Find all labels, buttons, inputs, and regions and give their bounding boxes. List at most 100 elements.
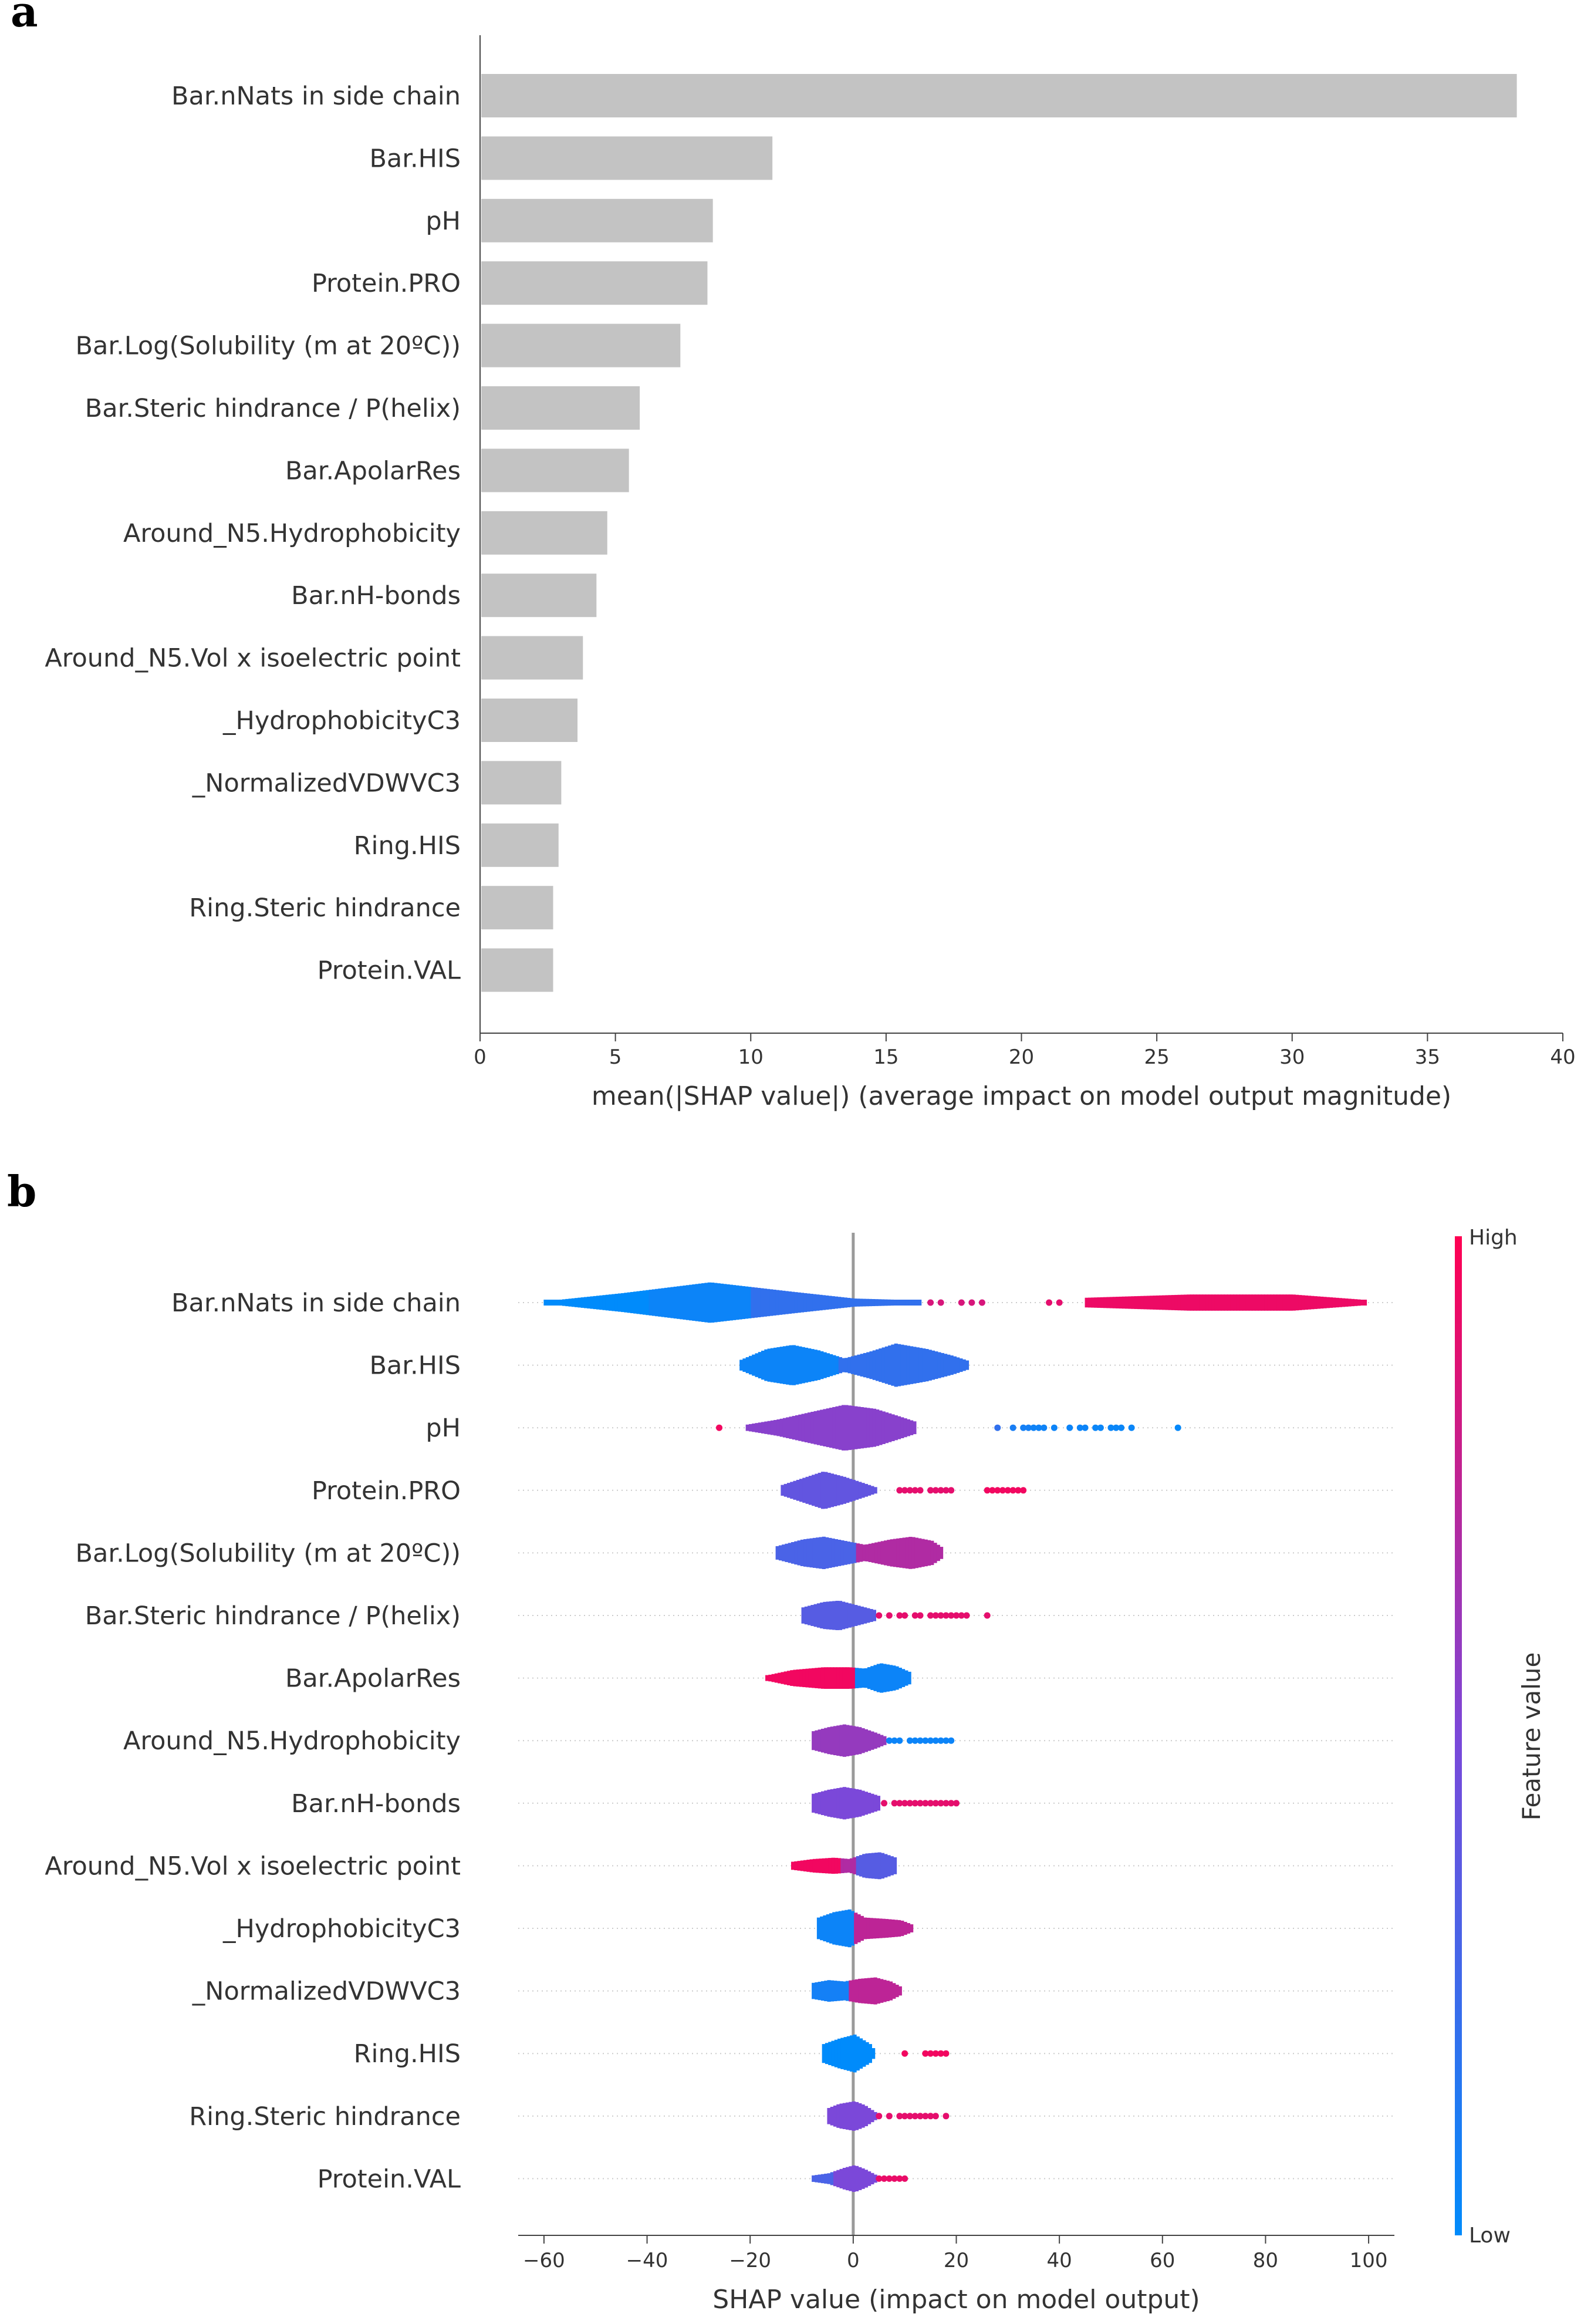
swarm-strip [830, 2106, 834, 2126]
swarm-strip [646, 1290, 650, 1316]
swarm-strip [849, 1667, 853, 1689]
swarm-strip [849, 2166, 853, 2191]
swarm-strip [834, 1296, 839, 1309]
swarm-strip [861, 1790, 865, 1816]
swarm-strip [794, 1861, 798, 1870]
swarm-strip [895, 1666, 899, 1690]
x-tick-label: 20 [1009, 1045, 1034, 1069]
swarm-strip [1168, 1295, 1173, 1310]
swarm-strip [795, 1345, 799, 1385]
swarm-strip [779, 1347, 783, 1384]
swarm-strip [1326, 1297, 1330, 1308]
swarm-strip [745, 1424, 749, 1431]
swarm-strip [861, 1728, 865, 1753]
swarm-strip [752, 1424, 756, 1432]
feature-label: _HydrophobicityC3 [222, 706, 461, 736]
swarm-strip [810, 1411, 815, 1444]
swarm-strip [852, 2101, 856, 2131]
swarm-strip [846, 1725, 850, 1756]
swarm-dot [1092, 1424, 1099, 1431]
swarm-strip [854, 1406, 858, 1449]
swarm-strip [812, 1731, 816, 1750]
swarm-strip [1248, 1294, 1253, 1311]
swarm-strip [772, 1289, 776, 1316]
swarm-strip [624, 1293, 628, 1313]
feature-label: Protein.PRO [312, 1476, 461, 1506]
swarm-strip [1320, 1296, 1324, 1309]
bar [481, 323, 681, 367]
swarm-strip [800, 1293, 805, 1313]
swarm-dot [911, 1737, 918, 1744]
beeswarm-row [765, 1663, 911, 1693]
swarm-strip [782, 1290, 786, 1315]
swarm-strip [908, 1537, 913, 1569]
swarm-strip [904, 1670, 908, 1686]
swarm-strip [773, 1347, 778, 1383]
swarm-strip [1131, 1296, 1135, 1309]
swarm-strip [862, 2040, 866, 2067]
swarm-strip [751, 1287, 755, 1318]
swarm-strip [884, 1540, 888, 1566]
swarm-strip [911, 1300, 916, 1306]
swarm-strip [559, 1299, 563, 1306]
swarm-dot [984, 1612, 991, 1619]
swarm-strip [839, 2103, 843, 2129]
swarm-strip [827, 1980, 831, 2002]
swarm-dot [881, 1800, 888, 1807]
swarm-dot [943, 1612, 950, 1619]
row-guides [518, 1302, 1394, 2180]
swarm-strip [867, 1730, 871, 1751]
swarm-strip [1304, 1295, 1308, 1310]
swarm-strip [858, 1482, 862, 1499]
swarm-strip [846, 2102, 850, 2130]
swarm-strip [868, 1298, 872, 1307]
swarm-strip [820, 1728, 825, 1753]
x-tick-label: 60 [1150, 2249, 1175, 2272]
swarm-dot [943, 1487, 950, 1494]
swarm-strip [888, 1919, 892, 1938]
swarm-dot [906, 1487, 913, 1494]
swarm-strip [857, 1914, 861, 1942]
swarm-strip [888, 1413, 892, 1442]
swarm-strip [852, 1979, 856, 2002]
swarm-strip [894, 1415, 898, 1441]
swarm-strip [865, 1544, 869, 1561]
swarm-strip [1159, 1295, 1163, 1310]
swarm-strip [940, 1352, 944, 1378]
swarm-dot [978, 1299, 985, 1306]
swarm-strip [877, 1542, 881, 1564]
swarm-strip [880, 1299, 885, 1306]
swarm-strip [818, 1667, 822, 1689]
swarm-dot [999, 1487, 1006, 1494]
swarm-strip [922, 1348, 926, 1382]
swarm-strip [858, 1978, 862, 2003]
swarm-strip [825, 1295, 829, 1310]
bar [481, 948, 553, 992]
swarm-strip [788, 1543, 792, 1563]
swarm-strip [896, 1538, 900, 1568]
swarm-dot [901, 2113, 908, 2120]
swarm-strip [815, 2175, 819, 2183]
swarm-dot [891, 1737, 898, 1744]
swarm-strip [630, 1291, 634, 1314]
swarm-strip [936, 1544, 940, 1561]
swarm-strip [809, 1538, 813, 1568]
swarm-strip [881, 1918, 886, 1938]
swarm-strip [858, 2167, 862, 2190]
swarm-strip [1146, 1296, 1151, 1310]
swarm-strip [845, 1602, 849, 1629]
swarm-strip [832, 1406, 836, 1449]
swarm-strip [568, 1298, 572, 1307]
swarm-strip [826, 1353, 830, 1377]
swarm-strip [778, 1545, 783, 1561]
swarm-strip [880, 1735, 884, 1746]
swarm-dot [917, 1487, 924, 1494]
swarm-strip [835, 1356, 839, 1374]
swarm-dot [927, 1612, 934, 1619]
swarm-strip [815, 1473, 819, 1507]
swarm-strip [867, 1978, 871, 2004]
swarm-strip [726, 1284, 730, 1321]
swarm-strip [808, 1412, 812, 1443]
swarm-strip [827, 1727, 831, 1755]
